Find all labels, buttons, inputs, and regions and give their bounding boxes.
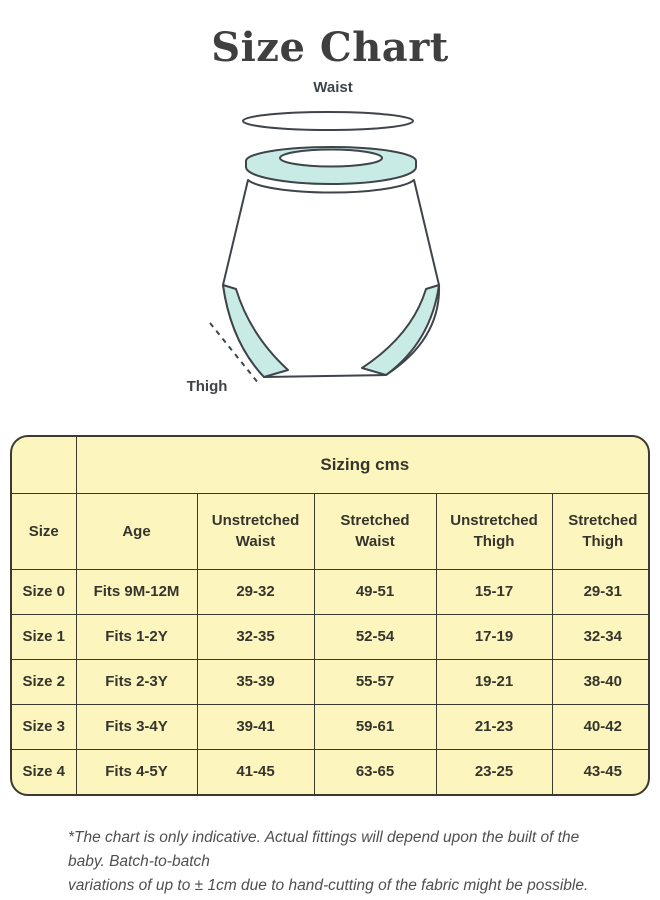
thigh-measure-line xyxy=(209,322,260,385)
cell-stretched-thigh: 43-45 xyxy=(551,748,648,794)
page-title: Size Chart xyxy=(211,24,449,71)
cell-unstretched-thigh: 21-23 xyxy=(435,703,553,750)
cell-unstretched-thigh: 19-21 xyxy=(435,658,553,705)
size-table-container: Sizing cms Size Age Unstretched Waist St… xyxy=(10,435,650,796)
cell-unstretched-waist: 41-45 xyxy=(196,748,315,794)
pants-illustration-svg: Waist Thigh xyxy=(187,79,441,395)
cell-size: Size 0 xyxy=(12,568,77,615)
cell-size: Size 3 xyxy=(12,703,77,750)
cell-stretched-thigh: 38-40 xyxy=(551,658,648,705)
cell-unstretched-waist: 39-41 xyxy=(196,703,315,750)
cell-unstretched-thigh: 23-25 xyxy=(435,748,553,794)
cell-age: Fits 9M-12M xyxy=(75,568,198,615)
cell-age: Fits 3-4Y xyxy=(75,703,198,750)
cell-stretched-waist: 63-65 xyxy=(313,748,437,794)
col-header-unstretched-thigh: Unstretched Thigh xyxy=(435,492,553,570)
table-row-size-2: Size 2 Fits 2-3Y 35-39 55-57 19-21 38-40 xyxy=(12,658,648,705)
cell-stretched-waist: 59-61 xyxy=(313,703,437,750)
thigh-label: Thigh xyxy=(187,378,228,395)
table-row-size-1: Size 1 Fits 1-2Y 32-35 52-54 17-19 32-34 xyxy=(12,613,648,660)
cell-age: Fits 1-2Y xyxy=(75,613,198,660)
cell-stretched-thigh: 32-34 xyxy=(551,613,648,660)
col-header-stretched-thigh: Stretched Thigh xyxy=(551,492,648,570)
cell-stretched-waist: 52-54 xyxy=(313,613,437,660)
cell-age: Fits 4-5Y xyxy=(75,748,198,794)
pants-diagram: Waist Thigh xyxy=(0,77,660,407)
table-row-size-4: Size 4 Fits 4-5Y 41-45 63-65 23-25 43-45 xyxy=(12,748,648,794)
cell-stretched-thigh: 29-31 xyxy=(551,568,648,615)
waist-measure-ellipse xyxy=(242,111,414,131)
cell-unstretched-waist: 35-39 xyxy=(196,658,315,705)
size-table: Sizing cms Size Age Unstretched Waist St… xyxy=(12,437,648,794)
waist-opening xyxy=(279,148,383,168)
cell-size: Size 2 xyxy=(12,658,77,705)
table-row-size-3: Size 3 Fits 3-4Y 39-41 59-61 21-23 40-42 xyxy=(12,703,648,750)
left-leg-band xyxy=(222,284,289,378)
col-header-size: Size xyxy=(12,492,77,570)
group-header-sizing-cms: Sizing cms xyxy=(75,437,648,494)
cell-stretched-waist: 49-51 xyxy=(313,568,437,615)
cell-unstretched-thigh: 15-17 xyxy=(435,568,553,615)
col-header-unstretched-waist: Unstretched Waist xyxy=(196,492,315,570)
cell-unstretched-thigh: 17-19 xyxy=(435,613,553,660)
table-column-header-row: Size Age Unstretched Waist Stretched Wai… xyxy=(12,492,648,570)
cell-unstretched-waist: 32-35 xyxy=(196,613,315,660)
table-row-size-0: Size 0 Fits 9M-12M 29-32 49-51 15-17 29-… xyxy=(12,568,648,615)
right-leg-band xyxy=(361,284,440,376)
cell-unstretched-waist: 29-32 xyxy=(196,568,315,615)
footnote-line-2: variations of up to ± 1cm due to hand-cu… xyxy=(68,877,589,895)
footnote-line-1: *The chart is only indicative. Actual fi… xyxy=(68,829,580,871)
table-group-header-row: Sizing cms xyxy=(12,437,648,494)
cell-stretched-thigh: 40-42 xyxy=(551,703,648,750)
col-header-stretched-waist: Stretched Waist xyxy=(313,492,437,570)
cell-size: Size 4 xyxy=(12,748,77,794)
cell-age: Fits 2-3Y xyxy=(75,658,198,705)
waist-label: Waist xyxy=(313,79,352,96)
footnote: *The chart is only indicative. Actual fi… xyxy=(68,826,602,898)
corner-empty-cell xyxy=(12,437,77,494)
col-header-age: Age xyxy=(75,492,198,570)
cell-size: Size 1 xyxy=(12,613,77,660)
cell-stretched-waist: 55-57 xyxy=(313,658,437,705)
